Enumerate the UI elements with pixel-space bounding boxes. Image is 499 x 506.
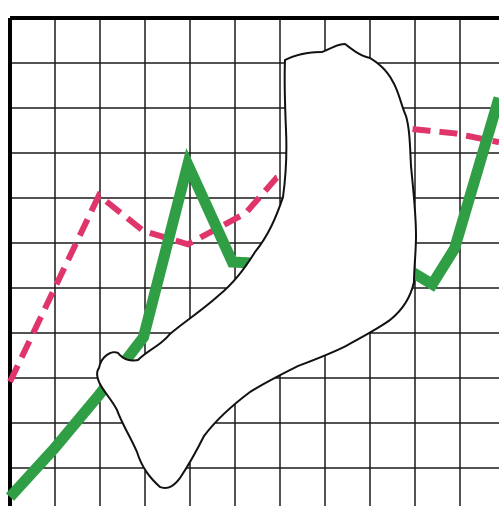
hand-cutout-shape xyxy=(96,43,417,489)
dashed-series-line xyxy=(7,125,499,384)
series-layer xyxy=(5,96,499,501)
solid-series-line xyxy=(5,96,499,501)
